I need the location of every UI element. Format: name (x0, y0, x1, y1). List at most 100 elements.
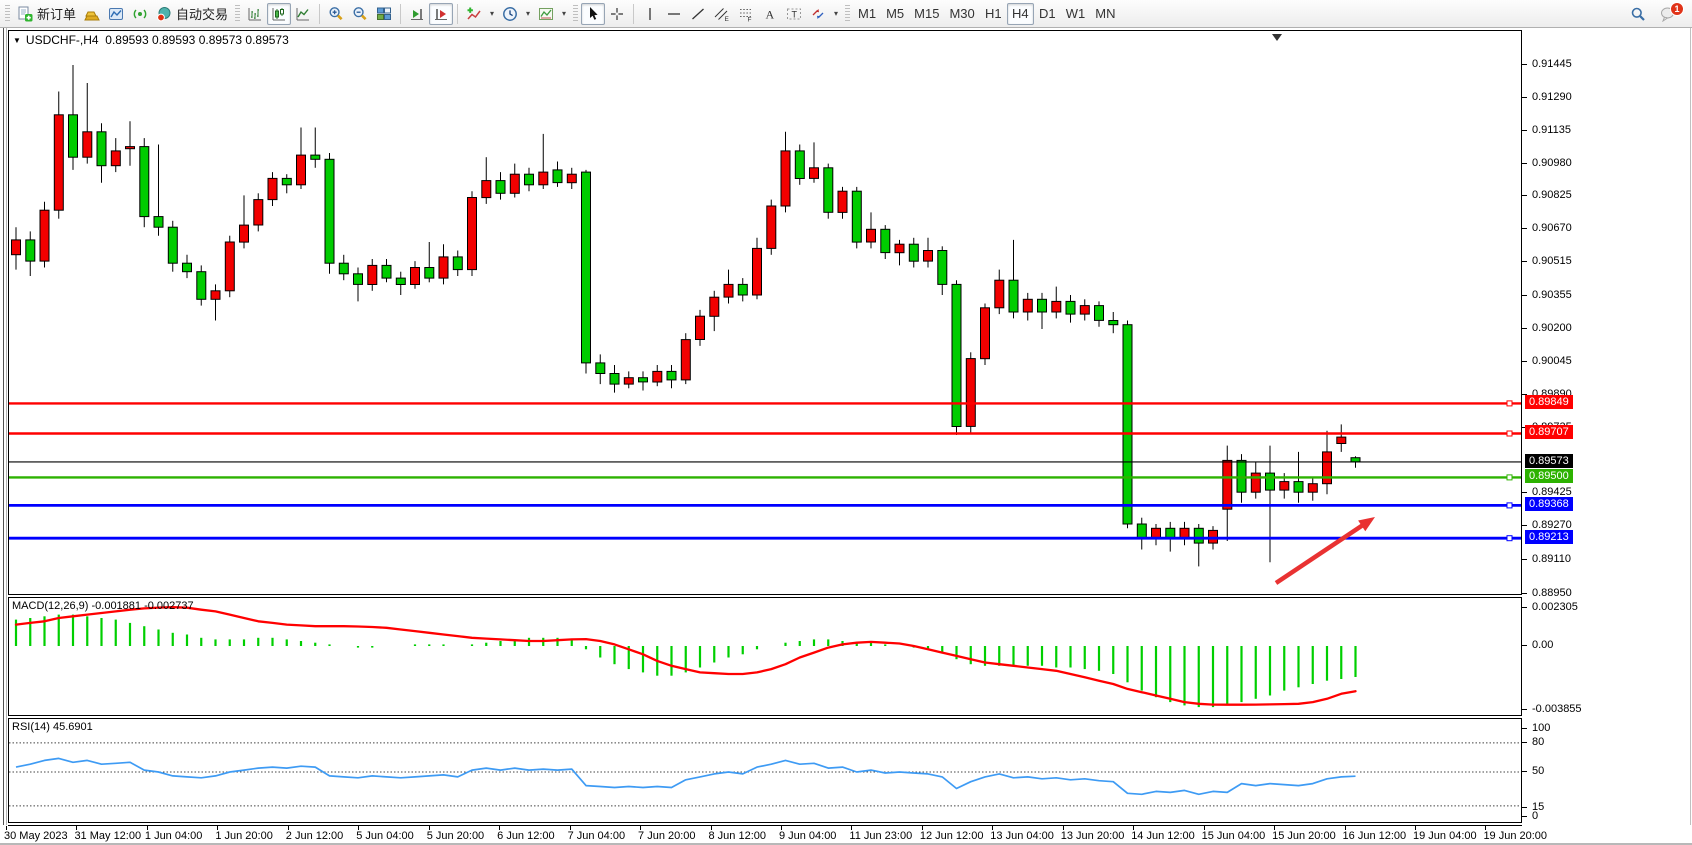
crosshair-button[interactable] (605, 3, 629, 25)
tf-m15-button[interactable]: M15 (909, 3, 944, 25)
templates-button-dropdown[interactable]: ▾ (562, 9, 567, 18)
candlestick-button[interactable] (267, 2, 292, 25)
tf-w1-button[interactable]: W1 (1061, 3, 1091, 25)
tf-mn-button[interactable]: MN (1090, 3, 1120, 25)
rsi-axis-label: 100 (1532, 722, 1551, 734)
level-line-handle[interactable] (1506, 502, 1513, 509)
periods-button-dropdown[interactable]: ▾ (526, 9, 531, 18)
notifications-button[interactable]: 1 (1656, 1, 1684, 25)
tf-m30-button[interactable]: M30 (944, 3, 979, 25)
bar-chart-button[interactable] (243, 3, 267, 25)
tf-d1-button[interactable]: D1 (1034, 3, 1061, 25)
axis-tick (1522, 816, 1527, 817)
axis-tick (1522, 261, 1527, 263)
cursor-icon (585, 6, 601, 22)
time-tick (6, 826, 7, 830)
main-chart-pane[interactable] (8, 30, 1522, 595)
level-line-handle[interactable] (1506, 474, 1513, 481)
macd-pane[interactable] (8, 597, 1522, 716)
toolbar-right: 1 (1626, 1, 1690, 25)
axis-tick (1522, 559, 1527, 561)
annotation-arrow-line[interactable] (1274, 521, 1367, 585)
level-line-handle[interactable] (1506, 430, 1513, 437)
rsi-chart[interactable] (9, 719, 1521, 822)
arrows-button-dropdown[interactable]: ▾ (834, 9, 839, 18)
equidistant-channel-button[interactable]: E (710, 3, 734, 25)
search-button[interactable] (1626, 3, 1650, 25)
periods-button[interactable] (498, 3, 522, 25)
tf-m1-button[interactable]: M1 (853, 3, 881, 25)
time-label: 5 Jun 20:00 (426, 830, 485, 842)
rsi-value: 45.6901 (52, 721, 93, 733)
gold-icon (84, 6, 100, 22)
chart-collapse-icon[interactable]: ▼ (13, 36, 21, 45)
macd-signal-line (14, 606, 1357, 706)
time-tick (569, 826, 571, 830)
market-watch-button[interactable] (104, 3, 128, 25)
templates-button[interactable] (534, 3, 558, 25)
price-tick-label: 0.90670 (1532, 222, 1572, 235)
annotation-arrow-head[interactable] (1358, 517, 1375, 532)
fibonacci-button[interactable]: F (734, 3, 758, 25)
rsi-pane[interactable] (8, 718, 1522, 823)
rsi-axis-label: 50 (1532, 765, 1545, 777)
chart-shift-button[interactable] (429, 2, 454, 25)
time-tick (146, 826, 148, 830)
auto-trading-button[interactable]: 自动交易 (152, 3, 232, 25)
tf-m5-button[interactable]: M5 (881, 3, 909, 25)
axis-tick (1522, 771, 1527, 772)
time-label: 2 Jun 12:00 (285, 830, 344, 842)
price-tick-label: 0.88950 (1532, 586, 1572, 599)
price-tick-label: 0.90355 (1532, 289, 1572, 302)
time-label: 7 Jun 20:00 (638, 830, 696, 842)
svg-text:E: E (725, 16, 730, 22)
chart-shift-marker-icon[interactable] (1272, 34, 1282, 41)
time-tick (851, 826, 853, 830)
level-line-handle[interactable] (1506, 400, 1513, 407)
line-chart-button[interactable] (291, 3, 315, 25)
axis-tick (1522, 195, 1527, 197)
window-bottom-border (0, 843, 1692, 845)
toolbar: 新订单 自动交易 ▾ ▾ ▾ E F A T ▾ M1 M5 M15 M30 H1 H4 D1 W1 MN 1 (0, 0, 1692, 28)
text-button[interactable]: A (758, 3, 782, 25)
indicators-button-dropdown[interactable]: ▾ (490, 9, 495, 18)
axis-tick (1522, 64, 1527, 65)
price-tick-label: 0.89270 (1532, 519, 1572, 532)
text-label-button[interactable]: T (782, 3, 806, 25)
trendline-button[interactable] (686, 3, 710, 25)
price-tag-0.89368: 0.89368 (1525, 497, 1573, 512)
zoom-in-button[interactable] (324, 3, 348, 25)
notification-badge: 1 (1670, 1, 1684, 16)
time-axis[interactable]: 30 May 2023 31 May 12:00 1 Jun 04:00 1 Jun … (0, 825, 1692, 843)
time-tick (76, 826, 78, 830)
tf-h4-button[interactable]: H4 (1006, 2, 1034, 25)
level-line-handle[interactable] (1506, 535, 1513, 542)
macd-axis-label: -0.003855 (1532, 702, 1582, 715)
vertical-line-button[interactable] (638, 3, 662, 25)
scroll-to-end-button[interactable] (405, 3, 429, 25)
signal-button[interactable] (128, 3, 152, 25)
axis-tick (1522, 742, 1527, 743)
tf-h1-button[interactable]: H1 (980, 3, 1007, 25)
time-label: 15 Jun 04:00 (1201, 830, 1266, 842)
cursor-button[interactable] (581, 2, 606, 25)
price-axis[interactable]: 0.91445 0.91290 0.91135 0.90980 0.90825 0.906… (1522, 28, 1690, 825)
gold-button[interactable] (80, 3, 104, 25)
toolbar-grip (845, 4, 851, 23)
candlestick-chart[interactable] (9, 31, 1521, 594)
axis-tick (1522, 228, 1527, 230)
price-tick-label: 0.89110 (1532, 553, 1571, 566)
arrows-button[interactable] (806, 3, 830, 25)
axis-tick (1522, 360, 1527, 362)
indicators-button[interactable] (462, 3, 486, 25)
tile-windows-button[interactable] (372, 3, 396, 25)
axis-tick (1522, 807, 1527, 808)
new-order-button[interactable]: 新订单 (13, 3, 80, 25)
zoom-out-button[interactable] (348, 3, 372, 25)
horizontal-line-button[interactable] (662, 3, 686, 25)
time-tick (921, 826, 923, 830)
time-label: 5 Jun 04:00 (356, 830, 414, 842)
time-tick (992, 826, 994, 830)
macd-chart[interactable] (9, 598, 1521, 715)
time-tick (1415, 826, 1416, 830)
